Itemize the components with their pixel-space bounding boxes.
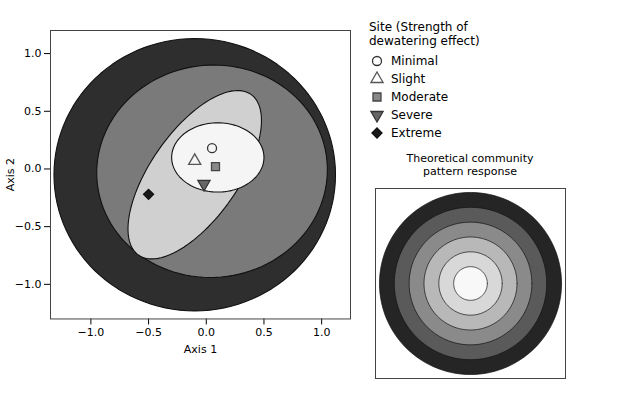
svg-text:0.5: 0.5 [255, 326, 272, 339]
svg-text:1.0: 1.0 [313, 326, 330, 339]
html-text:Slight: Slight [391, 72, 426, 86]
html-text:Site (Strength of dewatering e: Site (Strength of dewatering effect) [369, 20, 480, 48]
svg-text:−1.0: −1.0 [78, 326, 105, 339]
svg-text:−0.5: −0.5 [15, 220, 42, 233]
html-text:Severe: Severe [391, 108, 433, 122]
svg-text:Axis 1: Axis 1 [184, 343, 217, 356]
svg-text:−0.5: −0.5 [135, 326, 162, 339]
svg-text:0.5: 0.5 [24, 105, 41, 118]
html-text:Minimal: Minimal [391, 54, 438, 68]
svg-text:0.0: 0.0 [24, 162, 41, 175]
svg-text:1.0: 1.0 [24, 47, 41, 60]
html-text:Extreme: Extreme [391, 126, 442, 140]
svg-text:−1.0: −1.0 [15, 278, 42, 291]
html-text:Moderate: Moderate [391, 90, 449, 104]
svg-text:Axis 2: Axis 2 [4, 158, 17, 191]
html-text:Theoretical community pattern: Theoretical community pattern response [406, 152, 534, 178]
svg-text:0.0: 0.0 [198, 326, 215, 339]
